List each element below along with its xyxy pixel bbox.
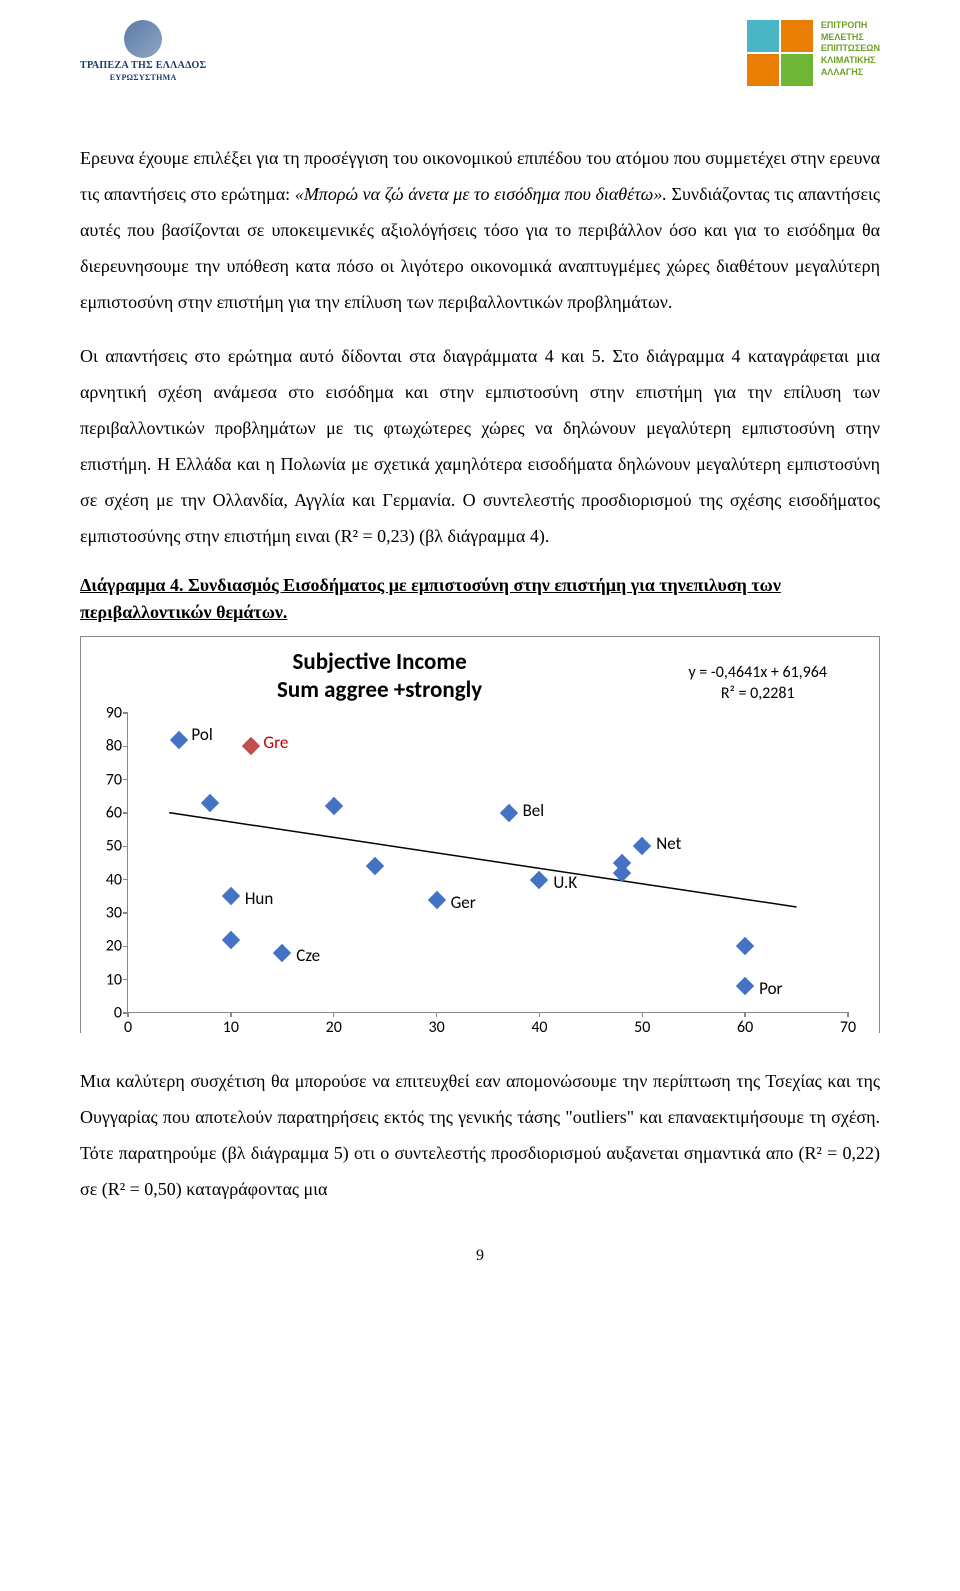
data-point-label: U.K [553, 872, 577, 893]
x-tick-mark [333, 1012, 335, 1017]
y-tick-mark [123, 912, 128, 914]
logo-bank-of-greece: ΤΡΑΠΕΖΑ ΤΗΣ ΕΛΛΑΔΟΣ ΕΥΡΩΣΥΣΤΗΜΑ [80, 20, 206, 82]
chart-title-line2: Sum aggree +strongly [277, 677, 482, 705]
page-number: 9 [80, 1247, 880, 1265]
page-header: ΤΡΑΠΕΖΑ ΤΗΣ ΕΛΛΑΔΟΣ ΕΥΡΩΣΥΣΤΗΜΑ ΕΠΙΤΡΟΠΗ… [80, 20, 880, 100]
x-tick-mark [436, 1012, 438, 1017]
x-tick-mark [127, 1012, 129, 1017]
y-tick-mark [123, 812, 128, 814]
chart-title: Subjective Income Sum aggree +strongly [277, 649, 482, 704]
data-point-label: Por [759, 978, 782, 999]
emblem-icon [124, 20, 162, 58]
logo-right-text: ΕΠΙΤΡΟΠΗ ΜΕΛΕΤΗΣ ΕΠΙΠΤΩΣΕΩΝ ΚΛΙΜΑΤΙΚΗΣ Α… [821, 20, 880, 78]
logo-left-line1: ΤΡΑΠΕΖΑ ΤΗΣ ΕΛΛΑΔΟΣ [80, 60, 206, 71]
data-point-label: Hun [245, 888, 273, 909]
x-tick-mark [642, 1012, 644, 1017]
x-tick-mark [847, 1012, 849, 1017]
y-tick-mark [123, 946, 128, 948]
y-tick-mark [123, 746, 128, 748]
x-tick-mark [539, 1012, 541, 1017]
chart-container: Subjective Income Sum aggree +strongly y… [80, 636, 880, 1033]
data-point-label: Ger [451, 892, 476, 913]
trendline [128, 713, 847, 1012]
y-tick-mark [123, 712, 128, 714]
committee-icon [747, 20, 813, 86]
paragraph-3: Μια καλύτερη συσχέτιση θα μπορούσε να επ… [80, 1063, 880, 1207]
paragraph-2: Οι απαντήσεις στο ερώτημα αυτό δίδονται … [80, 338, 880, 554]
paragraph-1: Ερευνα έχουμε επιλέξει για τη προσέγγιση… [80, 140, 880, 320]
data-point-label: Gre [263, 732, 288, 753]
chart-title-line1: Subjective Income [277, 649, 482, 677]
logo-left-line2: ΕΥΡΩΣΥΣΤΗΜΑ [110, 73, 177, 82]
chart-eq-line2: R² = 0,2281 [688, 684, 827, 705]
y-tick-mark [123, 846, 128, 848]
chart-eq-line1: y = -0,4641x + 61,964 [688, 663, 827, 684]
chart-plot-area: 0102030405060708090010203040506070PolGre… [127, 713, 847, 1013]
data-point-label: Pol [191, 724, 212, 745]
p1-italic: «Μπορώ να ζώ άνετα με το εισόδημα που δι… [295, 184, 667, 204]
x-tick-mark [230, 1012, 232, 1017]
chart-inner: Subjective Income Sum aggree +strongly y… [87, 643, 867, 1033]
logo-climate-committee: ΕΠΙΤΡΟΠΗ ΜΕΛΕΤΗΣ ΕΠΙΠΤΩΣΕΩΝ ΚΛΙΜΑΤΙΚΗΣ Α… [747, 20, 880, 86]
page: ΤΡΑΠΕΖΑ ΤΗΣ ΕΛΛΑΔΟΣ ΕΥΡΩΣΥΣΤΗΜΑ ΕΠΙΤΡΟΠΗ… [0, 0, 960, 1295]
y-tick-mark [123, 879, 128, 881]
chart-caption: Διάγραμμα 4. Συνδιασμός Εισοδήματος με ε… [80, 572, 880, 626]
data-point-label: Cze [296, 945, 320, 966]
chart-equation: y = -0,4641x + 61,964 R² = 0,2281 [688, 663, 827, 705]
data-point-label: Bel [523, 800, 545, 821]
x-tick-mark [744, 1012, 746, 1017]
y-tick-mark [123, 979, 128, 981]
data-point-label: Net [656, 833, 681, 854]
y-tick-mark [123, 779, 128, 781]
